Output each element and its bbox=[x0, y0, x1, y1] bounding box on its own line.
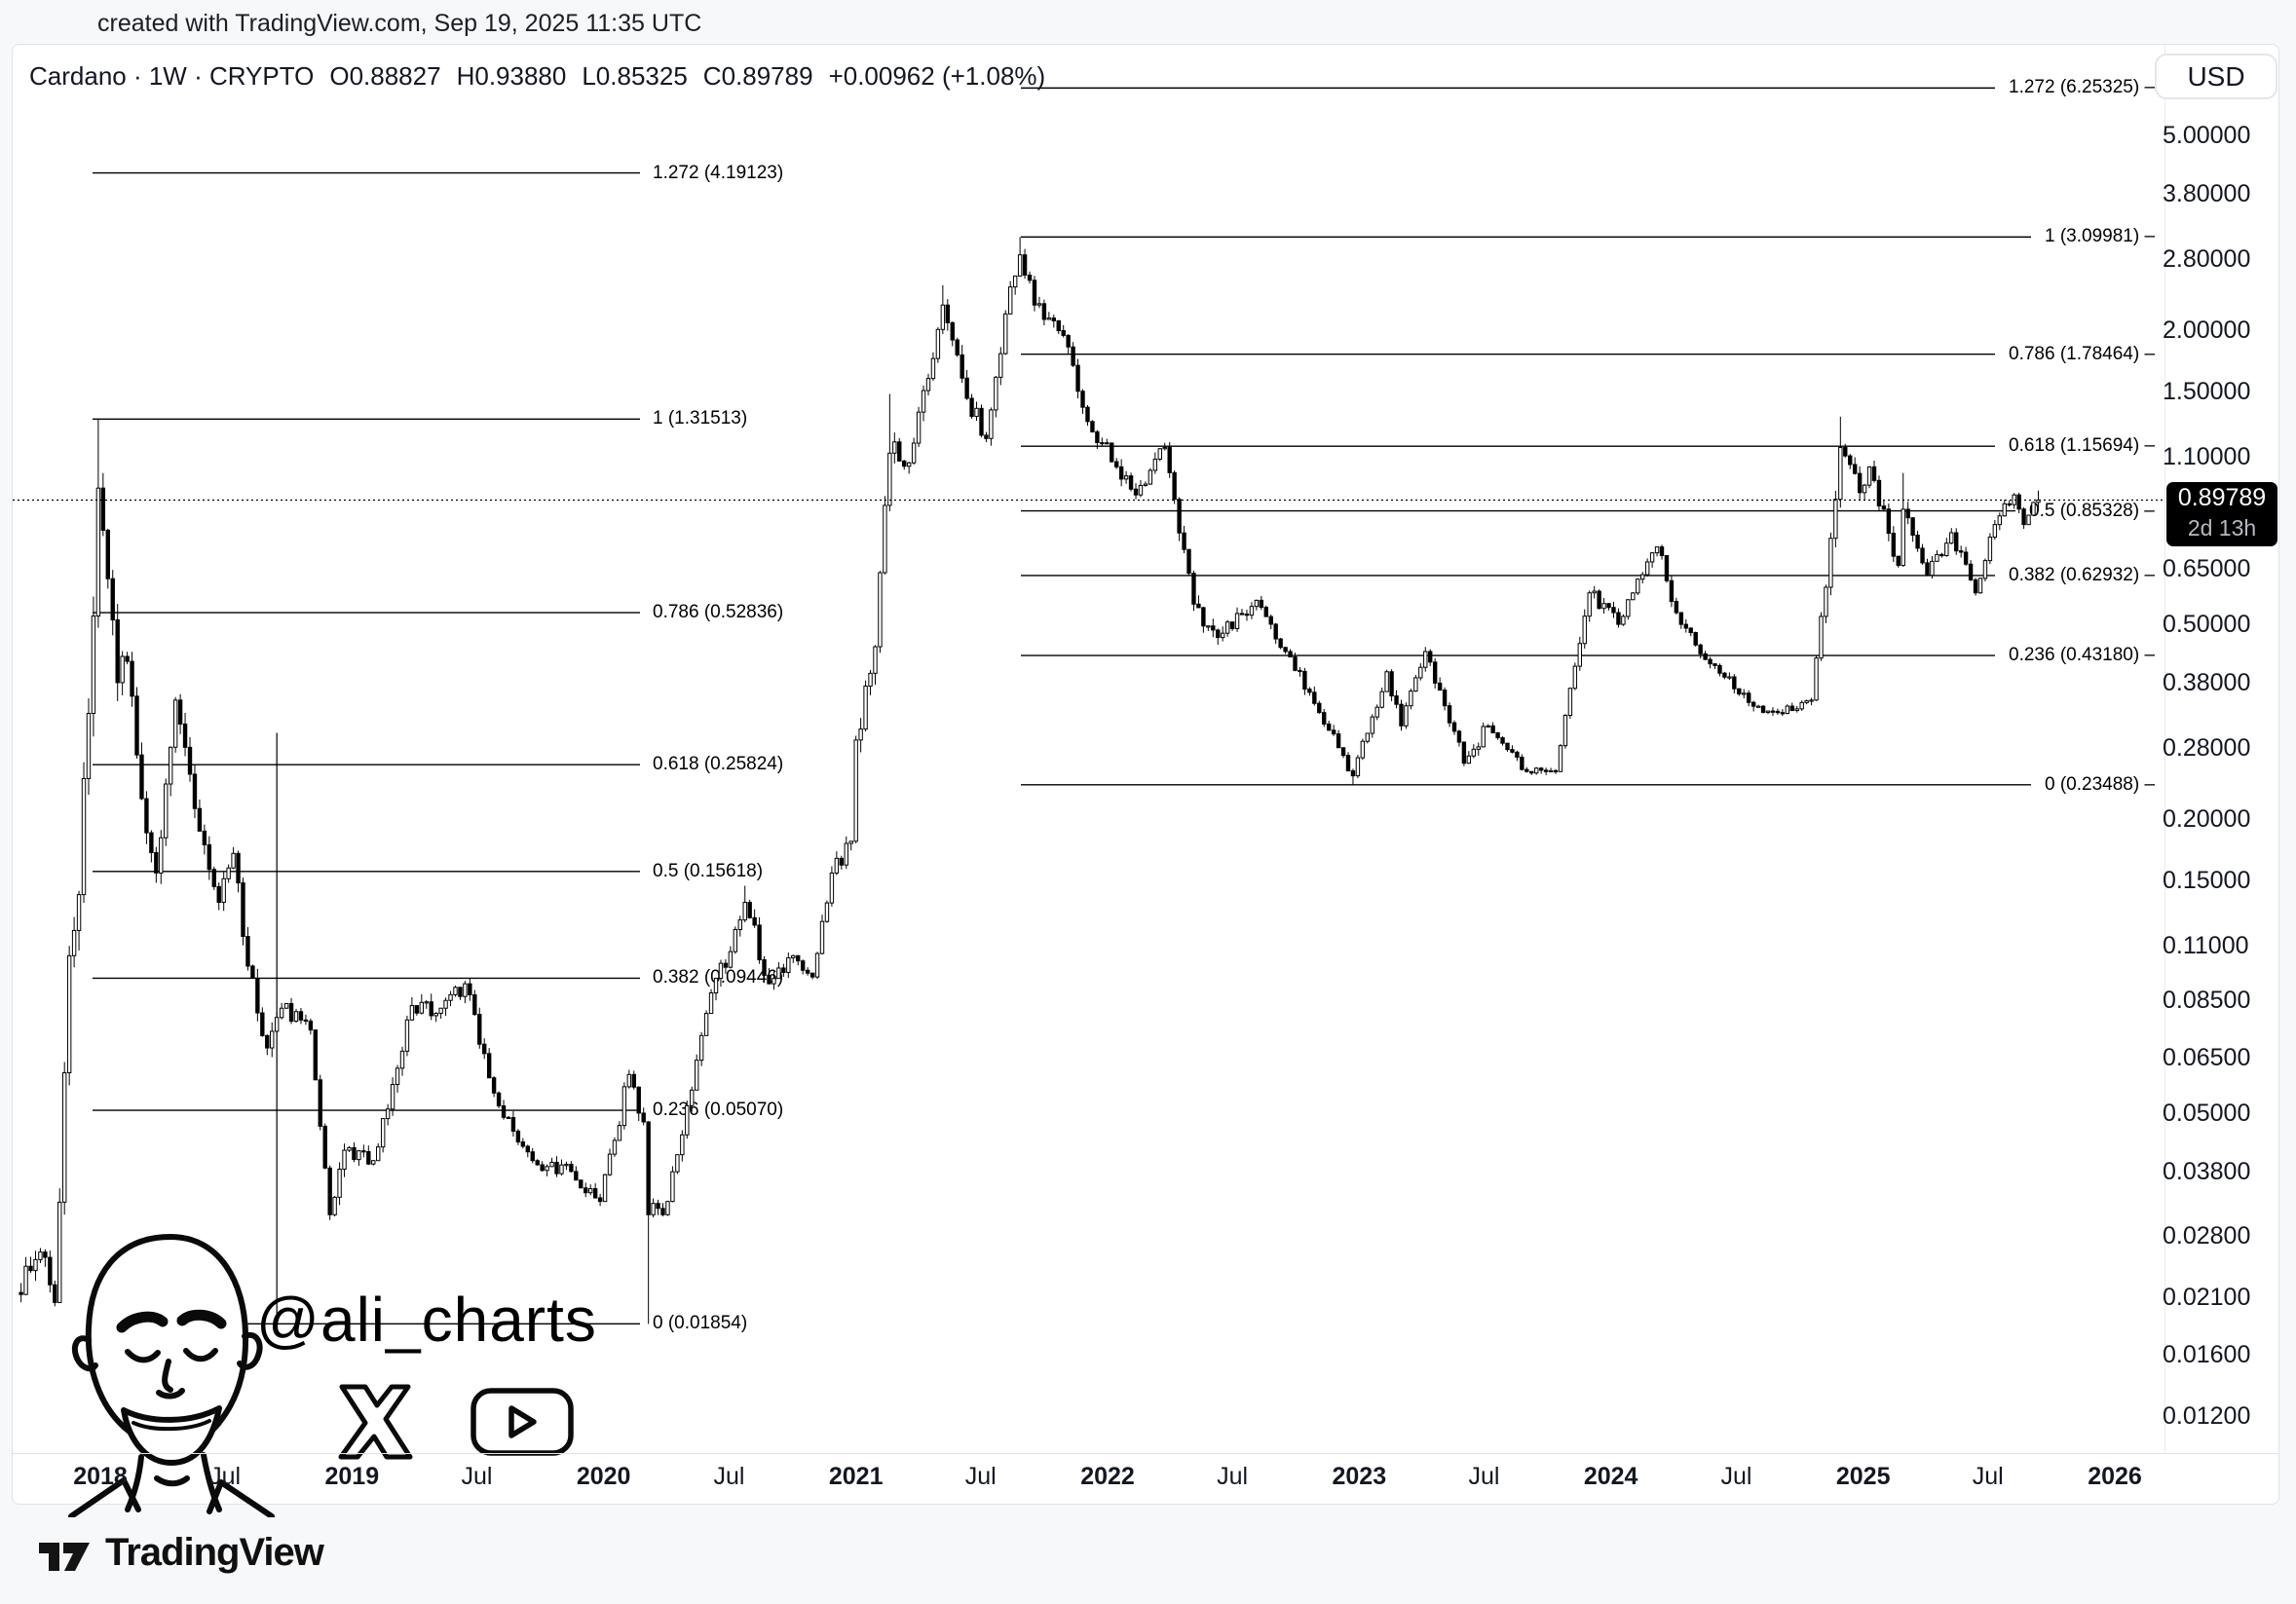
candles bbox=[19, 237, 2041, 1324]
created-with-text: created with TradingView.com, Sep 19, 20… bbox=[97, 10, 702, 37]
tradingview-logo-text: TradingView bbox=[105, 1531, 324, 1574]
currency-usd-button[interactable]: USD bbox=[2155, 54, 2277, 99]
currency-usd-label: USD bbox=[2187, 60, 2245, 92]
fib-set-right bbox=[1021, 87, 2031, 786]
price-axis[interactable] bbox=[2165, 45, 2278, 1453]
time-axis[interactable] bbox=[13, 1454, 2278, 1504]
chart-panel bbox=[12, 44, 2279, 1505]
top-bar: created with TradingView.com, Sep 19, 20… bbox=[0, 0, 2296, 44]
tradingview-logo-icon bbox=[39, 1542, 90, 1571]
tradingview-logo[interactable]: TradingView bbox=[37, 1531, 324, 1575]
chart-pane[interactable] bbox=[13, 45, 2164, 1453]
fib-set-left bbox=[93, 171, 640, 1325]
